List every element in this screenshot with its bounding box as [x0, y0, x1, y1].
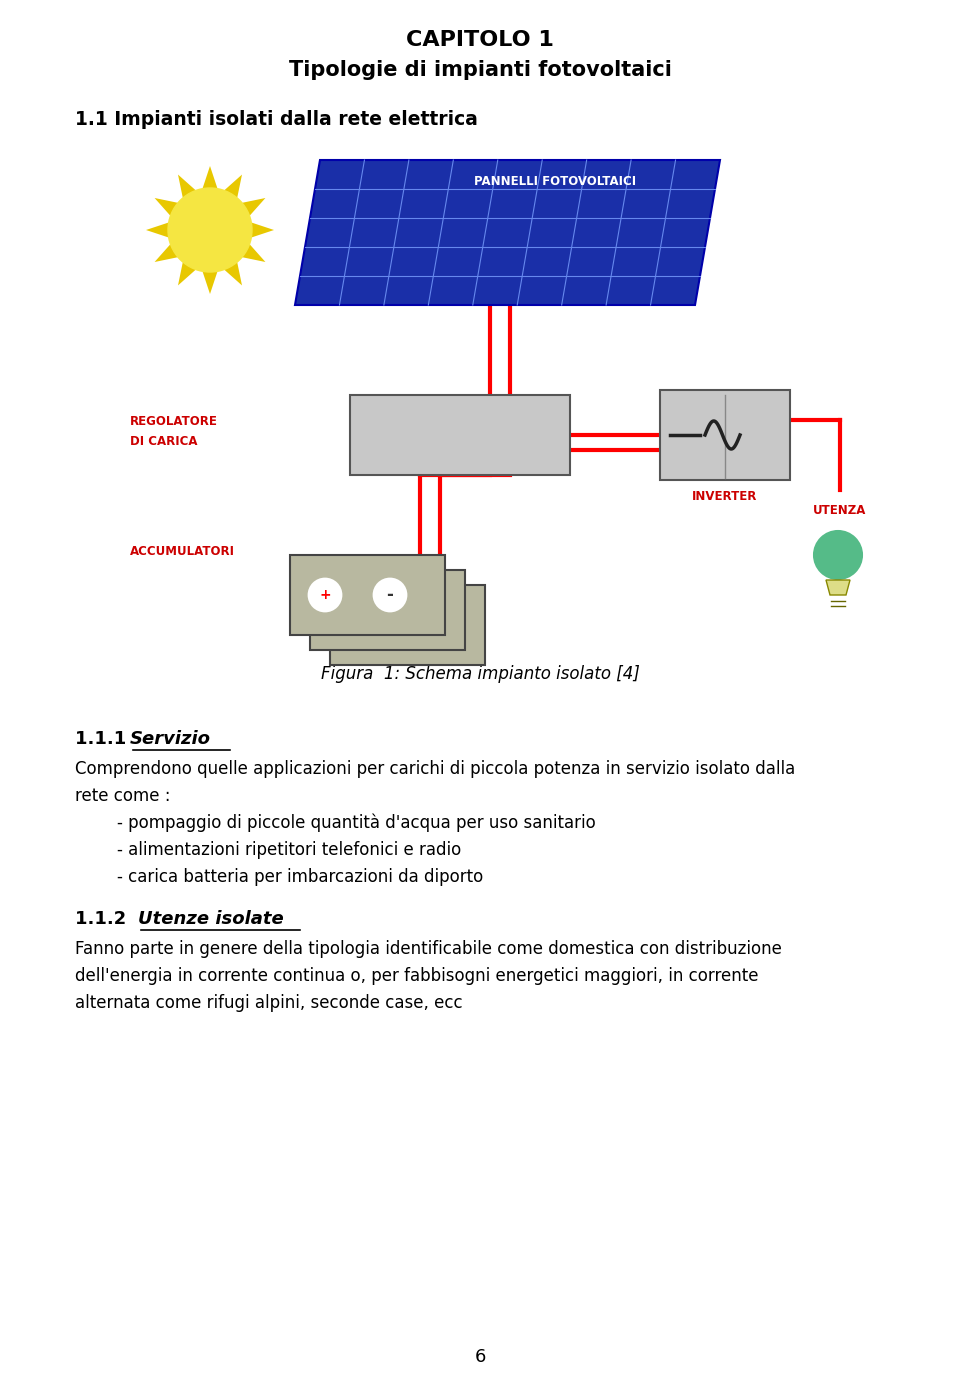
Circle shape	[814, 531, 862, 579]
Polygon shape	[826, 581, 850, 594]
Text: rete come :: rete come :	[75, 787, 171, 805]
FancyBboxPatch shape	[330, 585, 485, 665]
Text: CAPITOLO 1: CAPITOLO 1	[406, 30, 554, 50]
FancyBboxPatch shape	[290, 554, 445, 634]
Text: -: -	[387, 586, 394, 604]
Text: ACCUMULATORI: ACCUMULATORI	[130, 545, 235, 558]
Text: Utenze isolate: Utenze isolate	[138, 910, 284, 928]
Text: 6: 6	[474, 1349, 486, 1367]
Text: REGOLATORE: REGOLATORE	[130, 415, 218, 427]
Polygon shape	[224, 175, 242, 199]
Text: UTENZA: UTENZA	[813, 503, 867, 517]
Text: 1.1.1: 1.1.1	[75, 729, 132, 747]
FancyBboxPatch shape	[350, 394, 570, 474]
Polygon shape	[203, 165, 218, 189]
Text: Servizio: Servizio	[130, 729, 211, 747]
Polygon shape	[252, 222, 274, 237]
Polygon shape	[242, 199, 265, 217]
Text: +: +	[319, 587, 331, 603]
Polygon shape	[203, 272, 218, 294]
Text: Fanno parte in genere della tipologia identificabile come domestica con distribu: Fanno parte in genere della tipologia id…	[75, 940, 781, 958]
Text: - alimentazioni ripetitori telefonici e radio: - alimentazioni ripetitori telefonici e …	[75, 841, 461, 859]
Circle shape	[168, 188, 252, 272]
Polygon shape	[146, 222, 169, 237]
Text: PANNELLI FOTOVOLTAICI: PANNELLI FOTOVOLTAICI	[474, 175, 636, 188]
Text: - carica batteria per imbarcazioni da diporto: - carica batteria per imbarcazioni da di…	[75, 867, 483, 885]
Text: Comprendono quelle applicazioni per carichi di piccola potenza in servizio isola: Comprendono quelle applicazioni per cari…	[75, 760, 795, 778]
Text: alternata come rifugi alpini, seconde case, ecc: alternata come rifugi alpini, seconde ca…	[75, 994, 463, 1012]
Text: Tipologie di impianti fotovoltaici: Tipologie di impianti fotovoltaici	[289, 61, 671, 80]
Text: Figura  1: Schema impianto isolato [4]: Figura 1: Schema impianto isolato [4]	[321, 665, 639, 683]
Circle shape	[309, 579, 341, 611]
Polygon shape	[155, 244, 178, 262]
Polygon shape	[155, 199, 178, 217]
Polygon shape	[178, 175, 196, 199]
Polygon shape	[178, 262, 196, 285]
Text: dell'energia in corrente continua o, per fabbisogni energetici maggiori, in corr: dell'energia in corrente continua o, per…	[75, 967, 758, 985]
Text: DI CARICA: DI CARICA	[130, 434, 198, 448]
Text: INVERTER: INVERTER	[692, 490, 757, 503]
Text: 1.1 Impianti isolati dalla rete elettrica: 1.1 Impianti isolati dalla rete elettric…	[75, 110, 478, 130]
Circle shape	[374, 579, 406, 611]
Polygon shape	[295, 160, 720, 305]
FancyBboxPatch shape	[310, 570, 465, 650]
Polygon shape	[224, 262, 242, 285]
FancyBboxPatch shape	[660, 390, 790, 480]
Polygon shape	[242, 244, 265, 262]
Text: - pompaggio di piccole quantità d'acqua per uso sanitario: - pompaggio di piccole quantità d'acqua …	[75, 814, 596, 833]
Text: 1.1.2: 1.1.2	[75, 910, 132, 928]
